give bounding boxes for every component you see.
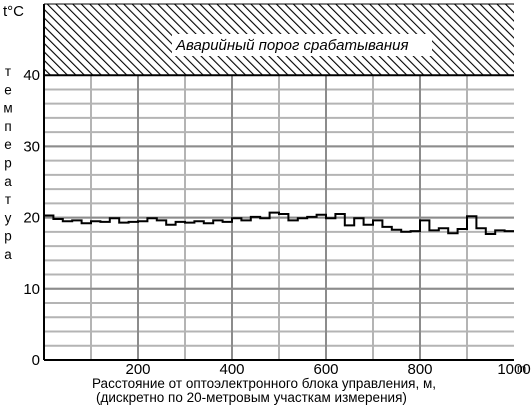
x-axis-label-line2: (дискретно по 20-метровым участкам измер… xyxy=(96,390,407,405)
x-tick-label: 1000 xyxy=(497,361,530,378)
y-axis-label-letter: р xyxy=(4,156,12,171)
y-axis-label-letter: у xyxy=(5,210,12,225)
y-axis-label-letter: е xyxy=(4,82,12,97)
axes xyxy=(43,3,514,361)
y-axis-label-letter: р xyxy=(4,229,12,244)
temperature-series-line xyxy=(44,211,514,235)
y-axis-label-letter: а xyxy=(4,174,12,189)
x-tick-labels: 200 400 600 800 1000 xyxy=(125,361,530,378)
y-tick-label: 0 xyxy=(32,352,40,369)
grid-lines xyxy=(44,75,514,360)
y-axis-label-letter: е xyxy=(4,137,12,152)
x-tick-label: 200 xyxy=(125,361,150,378)
x-tick-label: 800 xyxy=(407,361,432,378)
x-unit-label: m xyxy=(517,363,526,375)
x-tick-label: 400 xyxy=(219,361,244,378)
y-axis-label-letter: т xyxy=(5,64,11,79)
y-axis-label-letter: м xyxy=(3,101,12,116)
y-tick-label: 20 xyxy=(23,210,40,227)
alarm-label: Аварийный порог срабатывания xyxy=(175,37,408,54)
y-unit-label: t°C xyxy=(3,3,24,20)
y-tick-labels: 0 10 20 30 40 xyxy=(23,67,40,369)
x-axis-label-line1: Расстояние от оптоэлектронного блока упр… xyxy=(92,376,436,391)
y-tick-label: 10 xyxy=(23,281,40,298)
y-axis-label-letter: а xyxy=(4,247,12,262)
alarm-label-box xyxy=(172,34,432,56)
y-tick-label: 40 xyxy=(23,67,40,84)
y-tick-label: 30 xyxy=(23,138,40,155)
x-tick-label: 600 xyxy=(313,361,338,378)
y-axis-label-letter: п xyxy=(4,119,11,134)
y-axis-label-letter: т xyxy=(5,192,11,207)
